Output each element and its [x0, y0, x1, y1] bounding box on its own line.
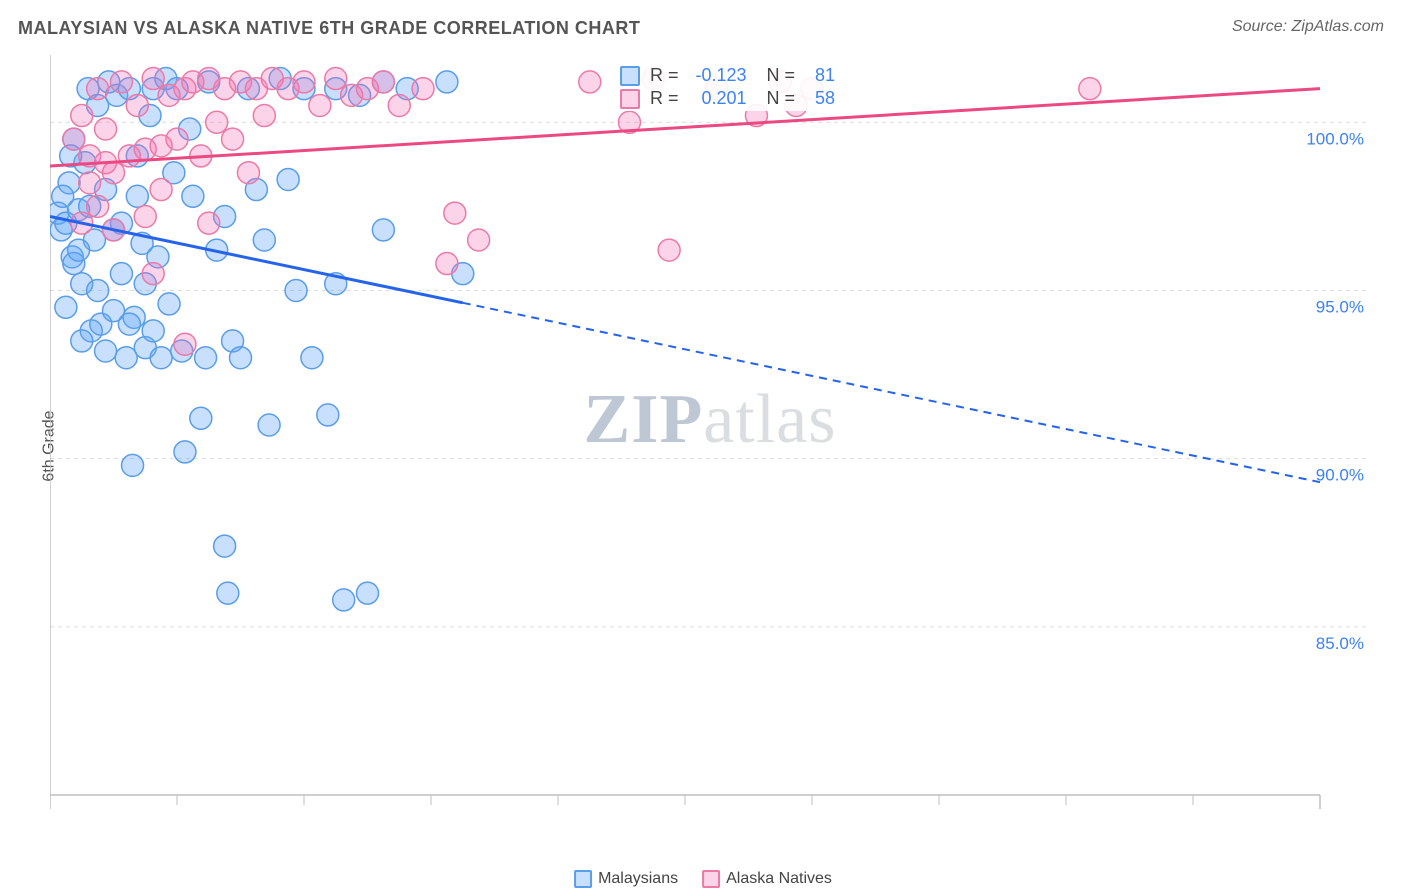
r-label: R =: [650, 88, 679, 109]
legend: Malaysians Alaska Natives: [574, 870, 832, 888]
stats-row: R = 0.201 N = 58: [620, 88, 835, 109]
correlation-stats-box: R = -0.123 N = 81 R = 0.201 N = 58: [620, 63, 835, 111]
chart-title: MALAYSIAN VS ALASKA NATIVE 6TH GRADE COR…: [18, 18, 640, 39]
n-label: N =: [767, 65, 796, 86]
r-value: -0.123: [689, 65, 747, 86]
legend-swatch: [702, 870, 720, 888]
source-name: ZipAtlas.com: [1292, 18, 1384, 35]
stats-swatch: [620, 89, 640, 109]
legend-label: Alaska Natives: [726, 870, 832, 887]
chart-svg: 85.0%90.0%95.0%100.0%0.0%80.0%: [50, 55, 1370, 815]
stats-swatch: [620, 66, 640, 86]
legend-label: Malaysians: [598, 870, 678, 887]
svg-text:90.0%: 90.0%: [1316, 466, 1364, 485]
svg-text:85.0%: 85.0%: [1316, 634, 1364, 653]
n-value: 58: [805, 88, 835, 109]
source-attribution: Source: ZipAtlas.com: [1232, 18, 1384, 36]
scatter-plot: 85.0%90.0%95.0%100.0%0.0%80.0% ZIPatlas …: [50, 55, 1370, 815]
legend-item: Alaska Natives: [702, 870, 832, 888]
stats-row: R = -0.123 N = 81: [620, 65, 835, 86]
r-value: 0.201: [689, 88, 747, 109]
legend-swatch: [574, 870, 592, 888]
source-prefix: Source:: [1232, 18, 1292, 35]
legend-item: Malaysians: [574, 870, 678, 888]
n-label: N =: [767, 88, 796, 109]
n-value: 81: [805, 65, 835, 86]
svg-text:95.0%: 95.0%: [1316, 297, 1364, 316]
svg-text:100.0%: 100.0%: [1306, 129, 1364, 148]
r-label: R =: [650, 65, 679, 86]
